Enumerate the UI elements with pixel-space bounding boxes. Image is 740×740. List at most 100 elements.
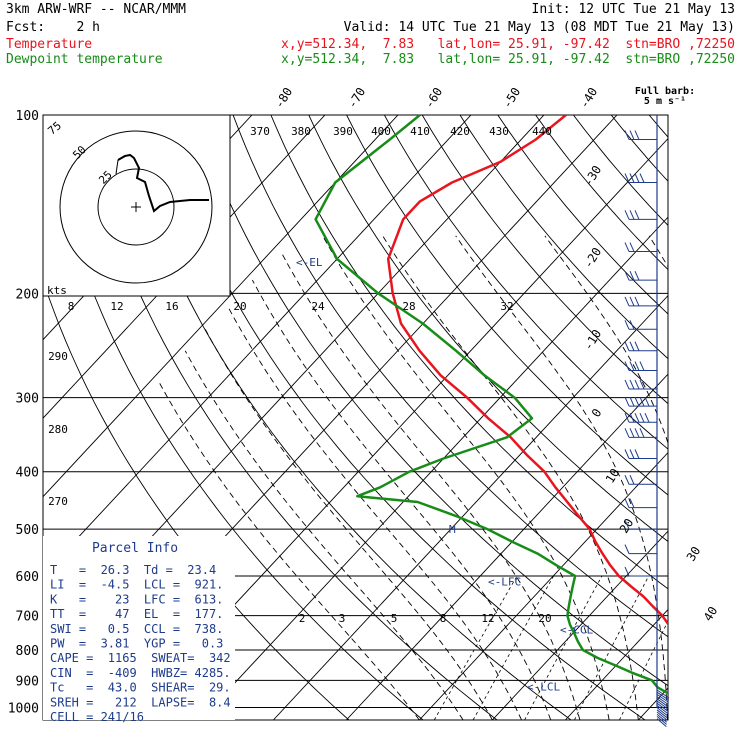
wind-barb-flag	[634, 412, 640, 423]
isotherm-label: 40	[701, 604, 721, 624]
isotherm-label: -30	[581, 163, 604, 189]
isotherm-line	[43, 115, 399, 498]
wind-barb-flag	[624, 130, 630, 140]
wind-barb-flag	[629, 130, 635, 140]
dry-adiabat-line	[308, 115, 668, 543]
wind-barb-flag	[624, 361, 630, 371]
wind-barb-flag	[634, 270, 640, 281]
theta-label: 380	[291, 125, 311, 138]
wind-barb-flag	[624, 270, 630, 281]
wind-barb-flag	[634, 361, 640, 371]
isotherm-label: -70	[345, 85, 368, 111]
wind-barb-flag	[624, 449, 630, 459]
mixing-ratio-label: 12	[481, 612, 494, 625]
mixing-ratio-label: 2	[299, 612, 306, 625]
parcel-info-line: CAPE = 1165 SWEAT= 342	[50, 651, 231, 665]
temperature-trace	[386, 115, 668, 626]
hodograph-units-label: kts	[47, 284, 67, 297]
wind-barb-flag	[629, 412, 635, 423]
parcel-info-line: T = 26.3 Td = 23.4	[50, 563, 216, 577]
wind-barb-flag	[639, 173, 645, 183]
theta-label: 390	[333, 125, 353, 138]
theta-label: 400	[371, 125, 391, 138]
dewpoint-legend-info: x,y=512.34, 7.83 lat,lon= 25.91, -97.42 …	[281, 52, 735, 67]
model-title: 3km ARW-WRF -- NCAR/MMM	[6, 2, 186, 17]
wind-barb-flag	[629, 475, 635, 485]
wind-barb-low-level	[656, 713, 668, 723]
isotherm-line	[0, 115, 33, 720]
wind-barb-flag	[624, 341, 630, 351]
parcel-marker: M	[449, 523, 456, 536]
wind-barb-flag	[624, 428, 630, 438]
wind-barb-flag	[624, 173, 630, 183]
wind-barb-flag	[639, 396, 645, 407]
moist-adiabat-line	[455, 235, 668, 720]
moist-adiabat-line	[280, 251, 581, 720]
wind-barb-flag	[624, 396, 630, 407]
wind-barb-flag	[629, 396, 635, 407]
moist-adiabat-line	[204, 329, 493, 720]
mixing-ratio-line	[679, 576, 740, 720]
dry-adiabat-line	[194, 115, 668, 687]
dry-adiabat-line	[573, 115, 668, 226]
dry-adiabat-line	[384, 115, 668, 450]
dry-adiabat-line	[648, 115, 668, 138]
theta-label: 430	[489, 125, 509, 138]
dry-adiabat-line	[497, 115, 668, 315]
wind-barb-flag	[624, 498, 630, 508]
dry-adiabat-line	[421, 115, 668, 405]
mixing-ratio-line	[619, 620, 668, 720]
moist-adiabat-line	[322, 235, 610, 720]
mixing-ratio-label: 5	[391, 612, 398, 625]
wind-barb-flag	[629, 296, 635, 307]
parcel-info-line: SWI = 0.5 CCL = 738.	[50, 622, 223, 636]
wind-barb-flag	[639, 412, 645, 423]
barb-legend-units: 5 m s⁻¹	[644, 96, 686, 107]
isotherm-label: -20	[581, 245, 604, 271]
wind-barb-low-level	[656, 702, 669, 712]
dry-adiabat-line	[43, 278, 350, 720]
temperature-legend-label: Temperature	[6, 37, 92, 52]
wind-barb-flag	[629, 242, 635, 252]
moist-adiabat-line	[382, 235, 639, 720]
dewpoint-legend-label: Dewpoint temperature	[6, 52, 163, 67]
wind-barb-flag	[624, 320, 630, 330]
isotherm-line	[199, 216, 668, 720]
wind-barb-flag	[624, 519, 630, 530]
isotherm-line	[43, 115, 326, 419]
isotherm-label: -40	[577, 85, 600, 111]
theta-label: 370	[250, 125, 270, 138]
wind-barb-flag	[644, 396, 650, 407]
wind-barb-flag	[624, 296, 630, 307]
wind-barb-flag	[634, 449, 640, 459]
pressure-tick-label: 100	[16, 109, 39, 124]
dry-adiabat-line	[459, 115, 668, 360]
wind-barb-flag	[629, 270, 635, 281]
isotherm-line	[637, 687, 668, 720]
wind-barbs	[624, 115, 670, 727]
isotherm-line	[272, 294, 668, 720]
pressure-tick-label: 800	[16, 644, 39, 659]
level-label-ccl: <-CCL	[560, 623, 593, 636]
theta-label: 270	[48, 495, 68, 508]
mixing-ratio-line	[433, 575, 518, 720]
wind-barb-flag	[624, 379, 630, 390]
wind-barb-flag	[639, 379, 645, 390]
hodograph-ring	[59, 130, 213, 284]
pressure-tick-label: 1000	[8, 701, 39, 716]
wind-barb-flag	[634, 173, 640, 183]
wind-barb-flag	[634, 428, 640, 438]
speed-scale-label: 24	[311, 300, 325, 313]
wind-barb-low-level	[656, 691, 670, 701]
mixing-ratio-lines	[433, 575, 740, 720]
forecast-hour: Fcst: 2 h	[6, 20, 100, 35]
wind-barb-flag	[629, 428, 635, 438]
moist-adiabat-line	[157, 379, 420, 720]
wind-barb-low-level	[656, 716, 667, 725]
sounding-traces	[314, 115, 668, 695]
wind-barb-flag	[639, 428, 645, 438]
moist-adiabat-line	[252, 279, 552, 720]
speed-scale-label: 28	[402, 300, 415, 313]
